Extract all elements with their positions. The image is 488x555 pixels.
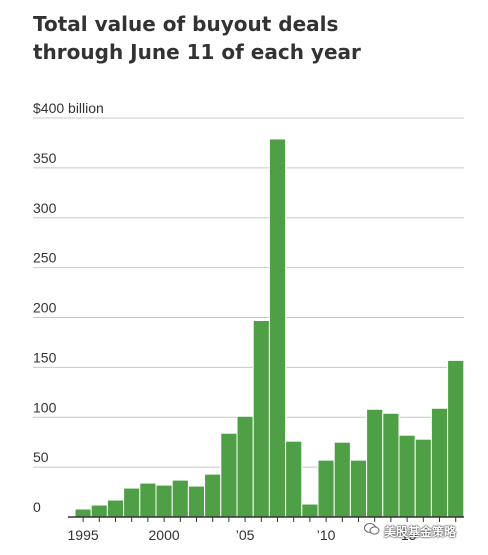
bar <box>366 408 384 518</box>
x-tick-label: 1995 <box>68 527 99 543</box>
bar <box>430 407 449 518</box>
y-tick-label: 300 <box>33 200 57 216</box>
bar <box>382 412 400 518</box>
x-tick-label: ’15 <box>398 527 417 543</box>
bar <box>139 482 157 518</box>
x-tick-label: ’10 <box>317 527 336 543</box>
bar <box>349 459 368 518</box>
bar <box>333 441 351 518</box>
bar <box>285 440 303 518</box>
y-tick-label: 50 <box>33 449 49 465</box>
bar <box>236 415 254 518</box>
y-axis-labels: 0 50 100 150 200 250 300 350 $400 billion <box>33 100 104 515</box>
bar <box>74 508 92 518</box>
chart-title-line-1: Total value of buyout deals <box>33 12 339 36</box>
bar <box>268 138 287 518</box>
watermark-text: 美股基金策略 <box>384 525 457 539</box>
bar <box>171 479 189 518</box>
y-tick-label: 100 <box>33 399 57 415</box>
bar <box>155 484 173 518</box>
y-tick-label: 0 <box>33 499 41 515</box>
y-tick-label: 250 <box>33 250 57 266</box>
bar <box>301 503 319 518</box>
bar <box>447 359 465 518</box>
chart-title-line-2: through June 11 of each year <box>33 40 361 64</box>
bar <box>90 504 108 518</box>
bar <box>220 432 238 518</box>
bar <box>187 485 206 518</box>
bars <box>74 138 465 518</box>
chart-title: Total value of buyout deals through June… <box>33 10 473 66</box>
y-tick-label: 350 <box>33 150 57 166</box>
bar <box>106 499 125 518</box>
x-tick-label: ’05 <box>236 527 255 543</box>
x-tick-label: 2000 <box>149 527 180 543</box>
bar <box>123 487 141 518</box>
bar <box>414 438 432 518</box>
y-tick-label: 200 <box>33 300 57 316</box>
y-tick-label: 150 <box>33 349 57 365</box>
gridlines <box>33 117 464 468</box>
x-axis: 1995 2000 ’05 ’10 ’15 <box>68 516 464 543</box>
bar <box>398 434 416 518</box>
bar <box>317 459 335 518</box>
bar <box>252 319 270 518</box>
y-tick-label: $400 billion <box>33 100 104 116</box>
wechat-icon <box>364 523 380 535</box>
bar <box>204 473 222 518</box>
